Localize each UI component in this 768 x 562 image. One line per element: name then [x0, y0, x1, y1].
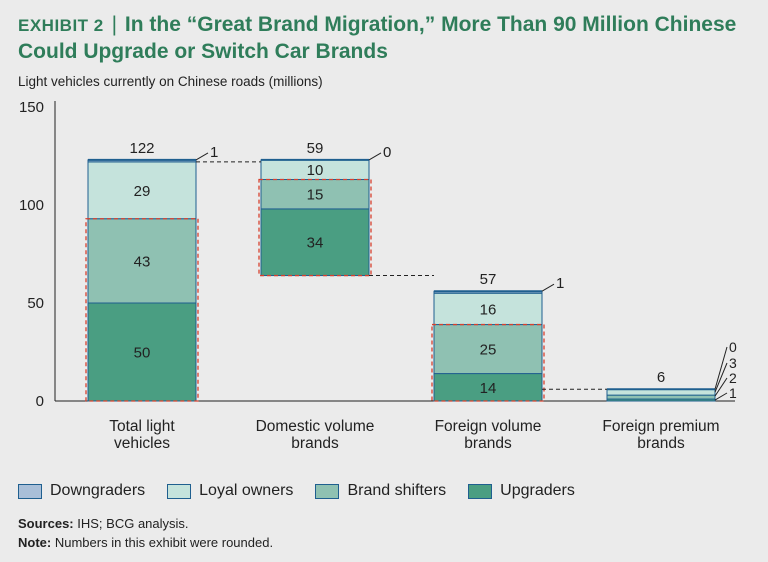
- bar-segment-shifters: [433, 324, 543, 375]
- category-label: Total light: [109, 418, 175, 435]
- callout-line: [714, 362, 728, 393]
- bar-segment-shifters: [260, 179, 370, 210]
- callout-label: 0: [729, 339, 737, 355]
- bar-total-label: 122: [129, 140, 154, 157]
- y-tick-label: 150: [19, 99, 44, 116]
- bar-segment-upgraders: [433, 373, 543, 402]
- data-label: 43: [134, 253, 151, 270]
- bar-segment-upgraders: [260, 208, 370, 277]
- bar-segment-shifters: [87, 218, 197, 304]
- note-line: Note: Numbers in this exhibit were round…: [18, 533, 273, 552]
- legend-item-upgraders: Upgraders: [468, 482, 575, 500]
- data-label: 29: [134, 183, 151, 200]
- legend-item-downgraders: Downgraders: [18, 482, 145, 500]
- highlight-box: [258, 178, 372, 277]
- y-tick-label: 100: [19, 197, 44, 214]
- data-label: 15: [307, 187, 324, 204]
- legend-label-downgraders: Downgraders: [50, 482, 146, 499]
- title-separator: |: [111, 13, 118, 36]
- legend-item-brand-shifters: Brand shifters: [315, 482, 446, 500]
- category-label: brands: [637, 435, 685, 452]
- data-label: 14: [480, 380, 497, 397]
- sources-line: Sources: IHS; BCG analysis.: [18, 514, 273, 533]
- callout-label: 2: [729, 370, 737, 386]
- legend-swatch-upgraders: [468, 483, 493, 499]
- category-label: Foreign premium: [602, 418, 719, 435]
- highlight-box: [85, 218, 199, 402]
- bar-segment-loyal: [433, 292, 543, 326]
- chart-title: EXHIBIT 2 | In the “Great Brand Migratio…: [18, 12, 748, 65]
- title-text: In the “Great Brand Migration,” More Tha…: [18, 13, 737, 63]
- category-label: brands: [464, 435, 512, 452]
- callout-line: [195, 152, 209, 161]
- callout-label: 1: [556, 275, 564, 292]
- sources-label: Sources:: [18, 516, 74, 531]
- chart-subtitle: Light vehicles currently on Chinese road…: [18, 74, 323, 89]
- bar-segment-upgraders: [87, 302, 197, 402]
- legend-label-brand-shifters: Brand shifters: [347, 482, 447, 499]
- legend-item-loyal-owners: Loyal owners: [167, 482, 293, 500]
- note-text: Numbers in this exhibit were rounded.: [54, 535, 274, 550]
- legend: Downgraders Loyal owners Brand shifters …: [18, 482, 597, 500]
- legend-swatch-downgraders: [18, 483, 42, 499]
- sources-text: IHS; BCG analysis.: [77, 516, 189, 531]
- y-tick-label: 50: [27, 295, 44, 312]
- legend-swatch-loyal-owners: [167, 483, 192, 499]
- callout-line: [714, 377, 728, 397]
- data-label: 50: [134, 345, 151, 362]
- callout-label: 1: [210, 144, 218, 161]
- data-label: 34: [307, 235, 324, 252]
- callout-line: [714, 392, 728, 401]
- data-label: 10: [307, 162, 324, 179]
- category-label: Foreign volume: [435, 418, 542, 435]
- category-label: Domestic volume: [256, 418, 375, 435]
- data-label: 16: [480, 301, 497, 318]
- chart-notes: Sources: IHS; BCG analysis. Note: Number…: [18, 514, 273, 552]
- bar-total-label: 6: [657, 369, 665, 386]
- callout-line: [714, 346, 728, 390]
- callout-label: 1: [729, 385, 737, 401]
- highlight-box: [431, 323, 545, 402]
- category-label: vehicles: [114, 435, 170, 452]
- exhibit-label: EXHIBIT 2: [18, 16, 104, 35]
- category-label: brands: [291, 435, 339, 452]
- callout-label: 3: [729, 355, 737, 371]
- callout-label: 0: [383, 144, 391, 161]
- legend-swatch-brand-shifters: [315, 483, 340, 499]
- legend-label-loyal-owners: Loyal owners: [199, 482, 294, 499]
- callout-line: [541, 283, 555, 292]
- y-tick-label: 0: [36, 393, 44, 410]
- data-label: 25: [480, 342, 497, 359]
- bar-segment-shifters: [606, 394, 716, 400]
- legend-label-upgraders: Upgraders: [500, 482, 575, 499]
- bar-total-label: 59: [307, 140, 324, 157]
- callout-line: [368, 152, 382, 161]
- bar-total-label: 57: [480, 271, 497, 288]
- note-label: Note:: [18, 535, 52, 550]
